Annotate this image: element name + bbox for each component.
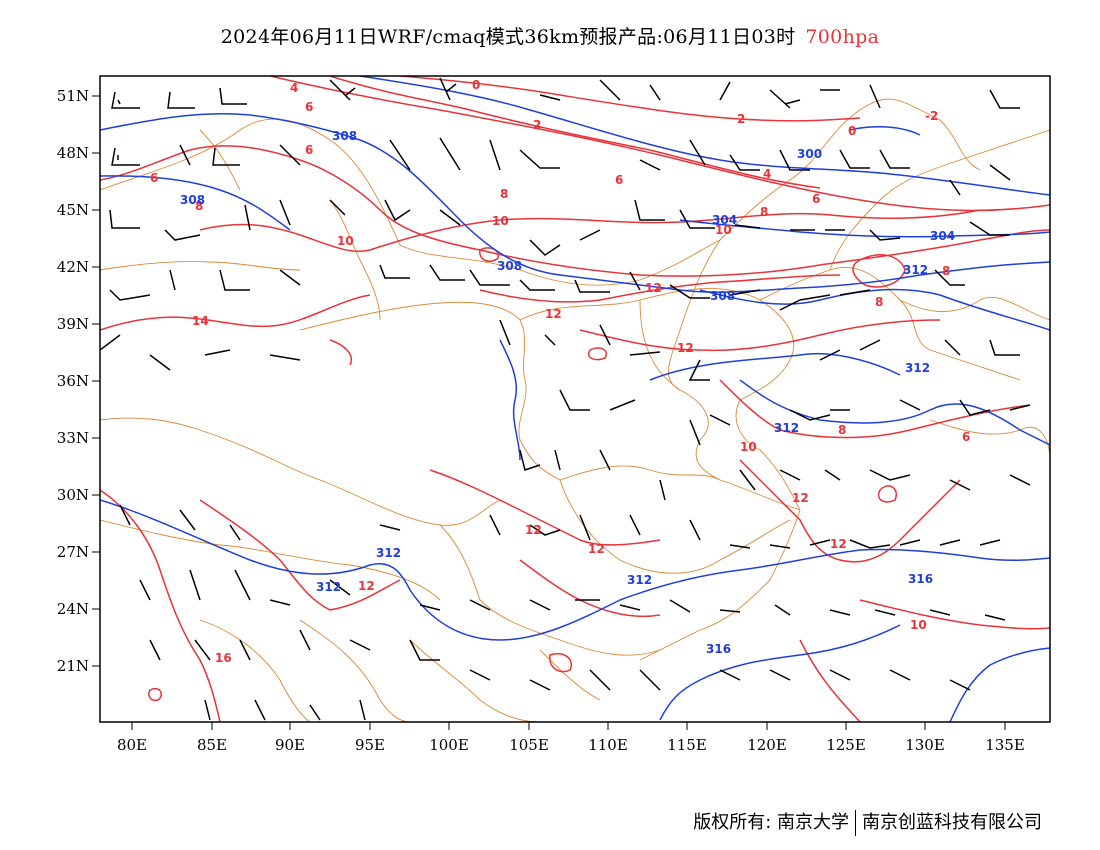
temp-label: 8 — [500, 187, 508, 201]
temp-label: 16 — [215, 651, 232, 665]
temp-label: 4 — [290, 81, 298, 95]
temp-label: 12 — [358, 579, 375, 593]
temp-label: 6 — [962, 430, 970, 444]
lat-label: 30N — [57, 486, 89, 504]
map-title: 2024年06月11日WRF/cmaq模式36km预报产品:06月11日03时 7… — [0, 22, 1100, 49]
lat-label: 33N — [57, 429, 89, 447]
title-main: 2024年06月11日WRF/cmaq模式36km预报产品:06月11日03时 — [220, 26, 796, 48]
height-label: 312 — [774, 421, 799, 435]
height-label: 312 — [905, 361, 930, 375]
height-label: 304 — [712, 213, 737, 227]
temp-label: 6 — [305, 100, 313, 114]
wind-barbs — [100, 77, 1031, 721]
footer-left: 版权所有: 南京大学 — [693, 812, 849, 833]
height-label: 308 — [180, 193, 205, 207]
lat-label: 39N — [57, 315, 89, 333]
map-frame — [99, 75, 1051, 723]
temp-label: 12 — [588, 542, 605, 556]
temp-label: 12 — [677, 341, 694, 355]
temp-label: 12 — [645, 281, 662, 295]
temp-label: 10 — [337, 234, 354, 248]
temp-label: -2 — [925, 109, 938, 123]
lon-axis — [131, 722, 1006, 730]
temp-label: 8 — [195, 199, 203, 213]
lat-labels: 51N 48N 45N 42N 39N 36N 33N 30N 27N 24N … — [57, 87, 89, 675]
height-label: 308 — [710, 289, 735, 303]
height-label: 308 — [497, 259, 522, 273]
height-label: 304 — [930, 229, 955, 243]
temp-label: 6 — [305, 143, 313, 157]
temp-label: 8 — [760, 205, 768, 219]
height-label: 308 — [332, 129, 357, 143]
temp-label: 2 — [533, 118, 541, 132]
lon-label: 115E — [667, 736, 707, 754]
lat-label: 36N — [57, 372, 89, 390]
temp-label: 12 — [830, 537, 847, 551]
lat-label: 27N — [57, 543, 89, 561]
height-labels: 308 300 304 308 304 308 308 312 312 312 … — [180, 129, 955, 656]
temperature-contours — [100, 76, 1050, 722]
height-label: 316 — [706, 642, 731, 656]
lat-label: 51N — [57, 87, 89, 105]
temp-label: 10 — [910, 618, 927, 632]
temp-label: 12 — [792, 491, 809, 505]
lon-label: 125E — [826, 736, 866, 754]
temp-label: 10 — [492, 214, 509, 228]
lon-label: 130E — [905, 736, 945, 754]
lat-label: 21N — [57, 657, 89, 675]
lon-label: 135E — [985, 736, 1025, 754]
temp-label: 0 — [472, 78, 480, 92]
lat-label: 42N — [57, 258, 89, 276]
temp-label: 0 — [848, 124, 856, 138]
temp-label: 4 — [763, 167, 771, 181]
lon-label: 85E — [197, 736, 227, 754]
temp-label: 6 — [812, 192, 820, 206]
temp-label: 12 — [545, 307, 562, 321]
lon-label: 110E — [588, 736, 628, 754]
lat-label: 45N — [57, 201, 89, 219]
lon-label: 120E — [747, 736, 787, 754]
temp-label: 2 — [737, 112, 745, 126]
height-label: 312 — [627, 573, 652, 587]
height-label: 312 — [316, 580, 341, 594]
temp-label: 6 — [615, 173, 623, 187]
lon-labels: 80E 85E 90E 95E 100E 105E 110E 115E 120E… — [117, 736, 1025, 754]
temp-label: 8 — [942, 264, 950, 278]
height-label: 316 — [908, 572, 933, 586]
lon-label: 105E — [509, 736, 549, 754]
height-label: 300 — [797, 147, 822, 161]
lon-label: 95E — [355, 736, 385, 754]
pressure-level: 700hpa — [805, 26, 880, 48]
temp-label: 10 — [740, 440, 757, 454]
height-label: 312 — [376, 546, 401, 560]
lat-label: 24N — [57, 600, 89, 618]
temp-label: 10 — [715, 223, 732, 237]
lon-label: 100E — [429, 736, 469, 754]
temp-label: 6 — [150, 171, 158, 185]
lon-label: 80E — [117, 736, 147, 754]
footer-right: 南京创蓝科技有限公司 — [862, 812, 1042, 833]
temp-label: 8 — [838, 423, 846, 437]
temperature-labels: 4 6 0 2 2 0 -2 6 6 8 8 10 10 6 4 8 6 10 … — [150, 78, 970, 665]
lat-axis — [92, 95, 100, 667]
temp-label: 14 — [192, 314, 209, 328]
footer-divider — [855, 810, 856, 836]
lon-label: 90E — [275, 736, 305, 754]
temp-label: 12 — [525, 523, 542, 537]
height-contours — [100, 76, 1050, 722]
lat-label: 48N — [57, 144, 89, 162]
temp-label: 8 — [875, 295, 883, 309]
copyright-footer: 版权所有: 南京大学 南京创蓝科技有限公司 — [693, 808, 1042, 836]
height-label: 312 — [903, 263, 928, 277]
